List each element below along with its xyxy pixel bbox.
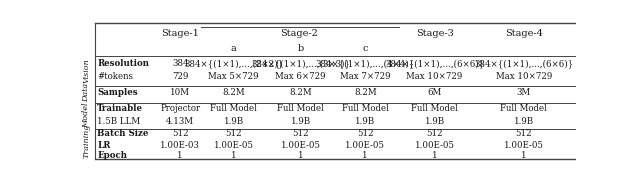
Text: 6M: 6M — [428, 88, 442, 97]
Text: 1.00E-05: 1.00E-05 — [214, 141, 253, 150]
Text: 1.9B: 1.9B — [291, 117, 311, 126]
Text: Full Model: Full Model — [211, 104, 257, 113]
Text: Epoch: Epoch — [97, 151, 127, 160]
Text: 384×{(1×1),...,(4×4)}: 384×{(1×1),...,(4×4)} — [316, 59, 415, 68]
Text: Max 6×729: Max 6×729 — [275, 72, 326, 81]
Text: 1: 1 — [177, 151, 183, 160]
Text: 8.2M: 8.2M — [289, 88, 312, 97]
Text: 1.00E-05: 1.00E-05 — [415, 141, 454, 150]
Text: 512: 512 — [292, 129, 309, 138]
Text: LR: LR — [97, 141, 111, 150]
Text: 10M: 10M — [170, 88, 190, 97]
Text: Batch Size: Batch Size — [97, 129, 148, 138]
Text: Full Model: Full Model — [277, 104, 324, 113]
Text: Resolution: Resolution — [97, 59, 149, 68]
Text: 1.00E-05: 1.00E-05 — [345, 141, 385, 150]
Text: 8.2M: 8.2M — [354, 88, 376, 97]
Text: 1.5B LLM: 1.5B LLM — [97, 117, 141, 126]
Text: Max 10×729: Max 10×729 — [496, 72, 552, 81]
Text: 1: 1 — [432, 151, 438, 160]
Text: 384×{(1×1),...,(2×2)}: 384×{(1×1),...,(2×2)} — [184, 59, 284, 68]
Text: 512: 512 — [225, 129, 242, 138]
Text: 1.9B: 1.9B — [355, 117, 375, 126]
Text: b: b — [298, 44, 304, 53]
Text: Projector: Projector — [160, 104, 200, 113]
Text: 3M: 3M — [517, 88, 531, 97]
Text: Full Model: Full Model — [342, 104, 388, 113]
Text: 8.2M: 8.2M — [223, 88, 245, 97]
Text: Full Model: Full Model — [412, 104, 458, 113]
Text: 1.9B: 1.9B — [224, 117, 244, 126]
Text: 512: 512 — [172, 129, 189, 138]
Text: 1.00E-05: 1.00E-05 — [504, 141, 544, 150]
Text: 1.00E-05: 1.00E-05 — [281, 141, 321, 150]
Text: Training: Training — [83, 123, 90, 158]
Text: 384: 384 — [172, 59, 188, 68]
Text: Model: Model — [83, 102, 90, 128]
Text: 1.9B: 1.9B — [514, 117, 534, 126]
Text: #tokens: #tokens — [97, 72, 133, 81]
Text: Samples: Samples — [97, 88, 138, 97]
Text: 729: 729 — [172, 72, 188, 81]
Text: 1: 1 — [298, 151, 303, 160]
Text: Stage-3: Stage-3 — [416, 29, 454, 38]
Text: Stage-4: Stage-4 — [505, 29, 543, 38]
Text: 1: 1 — [362, 151, 368, 160]
Text: Stage-1: Stage-1 — [161, 29, 199, 38]
Text: c: c — [362, 44, 368, 53]
Text: a: a — [231, 44, 237, 53]
Text: Max 10×729: Max 10×729 — [406, 72, 463, 81]
Text: 1.00E-03: 1.00E-03 — [160, 141, 200, 150]
Text: Trainable: Trainable — [97, 104, 143, 113]
Text: 1.9B: 1.9B — [424, 117, 445, 126]
Text: Max 5×729: Max 5×729 — [209, 72, 259, 81]
Text: 512: 512 — [357, 129, 374, 138]
Text: 384×{(1×1),...,(6×6)}: 384×{(1×1),...,(6×6)} — [385, 59, 484, 68]
Text: Max 7×729: Max 7×729 — [340, 72, 390, 81]
Text: Data: Data — [83, 83, 90, 102]
Text: 512: 512 — [516, 129, 532, 138]
Text: 512: 512 — [426, 129, 443, 138]
Text: 4.13M: 4.13M — [166, 117, 194, 126]
Text: 1: 1 — [521, 151, 527, 160]
Text: Full Model: Full Model — [500, 104, 547, 113]
Text: 384×{(1×1),...,(6×6)}: 384×{(1×1),...,(6×6)} — [474, 59, 573, 68]
Text: Stage-2: Stage-2 — [280, 29, 319, 38]
Text: 1: 1 — [231, 151, 237, 160]
Text: 384×{(1×1),...,(3×3)}: 384×{(1×1),...,(3×3)} — [252, 59, 350, 68]
Text: Vision: Vision — [83, 58, 90, 83]
